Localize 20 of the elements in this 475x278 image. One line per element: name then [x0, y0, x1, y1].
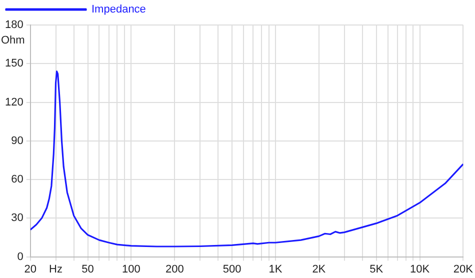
y-axis-title: Ohm [1, 34, 25, 46]
y-tick-label: 0 [17, 250, 24, 263]
x-tick-label: 5K [370, 263, 384, 276]
y-tick-label: 120 [4, 96, 24, 108]
y-tick-label: 180 [4, 19, 24, 32]
x-tick-label: 20 [24, 263, 36, 276]
y-tick-label: 30 [11, 212, 24, 224]
y-tick-label: 60 [11, 174, 24, 186]
x-tick-label: 200 [165, 263, 184, 276]
x-tick-label: Hz [49, 263, 62, 276]
x-tick-label: 50 [82, 263, 94, 276]
x-tick-label: 500 [222, 263, 242, 276]
text: Impedance [92, 4, 146, 16]
x-tick-label: 20K [453, 263, 474, 276]
x-tick-label: 1K [268, 263, 283, 276]
x-tick-label: 100 [122, 263, 140, 276]
y-tick-label: 90 [11, 134, 24, 147]
y-tick-label: 150 [4, 58, 24, 70]
x-tick-label: 10K [410, 263, 430, 276]
x-tick-label: 2K [312, 263, 326, 276]
